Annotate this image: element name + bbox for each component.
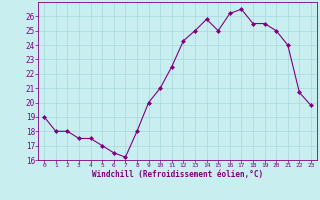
X-axis label: Windchill (Refroidissement éolien,°C): Windchill (Refroidissement éolien,°C) — [92, 170, 263, 179]
